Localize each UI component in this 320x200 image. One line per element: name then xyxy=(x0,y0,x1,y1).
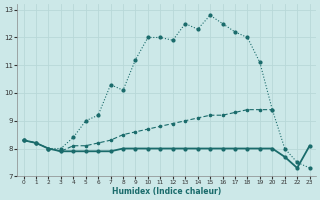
X-axis label: Humidex (Indice chaleur): Humidex (Indice chaleur) xyxy=(112,187,221,196)
